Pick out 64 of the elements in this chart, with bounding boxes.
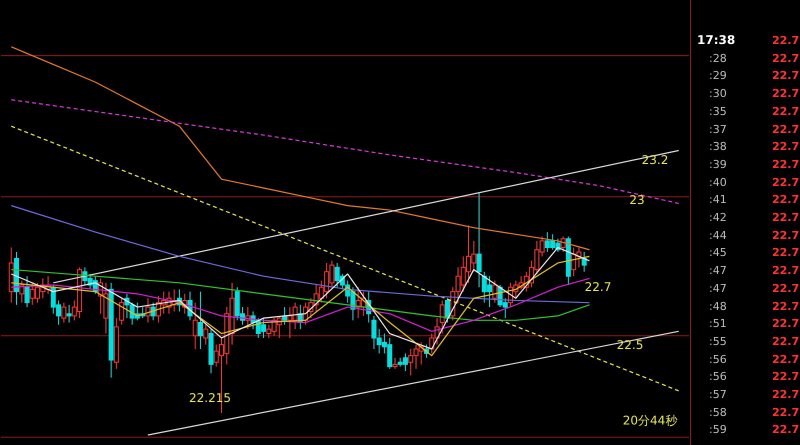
- data-label: 22.7: [771, 369, 800, 386]
- data-label: 22.7: [771, 228, 800, 244]
- category-label: :30: [708, 86, 728, 102]
- category-label: :47: [708, 280, 728, 297]
- category-label: :35: [708, 104, 728, 120]
- category-label: :42: [708, 210, 728, 226]
- category-label: 17:38: [696, 32, 736, 49]
- data-label: 22.7: [771, 387, 800, 404]
- data-label: 22.7: [771, 263, 800, 280]
- candlestick: [192, 302, 198, 350]
- data-label: 22.7: [771, 139, 800, 156]
- category-label: :28: [708, 50, 728, 67]
- candlestick: [198, 291, 203, 350]
- candlestick: [145, 298, 150, 324]
- annotation: 23: [629, 193, 645, 207]
- category-label: :57: [708, 387, 728, 404]
- category-label: :44: [708, 228, 728, 244]
- category-label: :38: [708, 139, 728, 156]
- data-label: 22.7: [771, 86, 800, 102]
- text: 23.2: [642, 153, 668, 167]
- category-label: :29: [708, 68, 728, 84]
- candlestick: [203, 324, 208, 346]
- data-label: 22.7: [771, 192, 800, 208]
- data-label: 22.7: [771, 298, 800, 315]
- candlestick: [24, 276, 30, 308]
- candlestick: [476, 192, 482, 288]
- category-label: :37: [708, 122, 728, 138]
- candlestick: [119, 298, 124, 326]
- category-label: :45: [708, 245, 728, 262]
- data-label: 22.7: [771, 352, 800, 368]
- category-label: :39: [708, 156, 728, 173]
- data-label: 22.7: [771, 404, 800, 421]
- annotation: 22.5: [616, 338, 644, 352]
- candlestick: [440, 300, 445, 334]
- candlestick: [150, 302, 156, 321]
- data-label: 22.7: [771, 33, 800, 49]
- data-label: 22.7: [771, 156, 800, 173]
- category-label: :56: [708, 369, 728, 386]
- data-label: 22.7: [771, 210, 800, 226]
- data-label: 22.7: [771, 316, 800, 332]
- data-label: 22.7: [771, 68, 800, 84]
- category-label: :59: [708, 422, 728, 438]
- candlestick: [392, 357, 398, 370]
- category-label: :55: [708, 334, 728, 350]
- annotation: 22.7: [584, 280, 612, 294]
- category-label: :48: [708, 298, 728, 315]
- category-label: :41: [708, 192, 728, 208]
- text: 20分44秒: [622, 412, 678, 430]
- data-label: 22.7: [771, 122, 800, 138]
- category-label: :47: [708, 263, 728, 280]
- data-label: 22.7: [771, 334, 800, 350]
- data-label: 22.7: [771, 245, 800, 262]
- category-label: :58: [708, 404, 728, 421]
- category-label: :40: [708, 174, 728, 191]
- data-label: 22.7: [771, 50, 800, 67]
- data-label: 22.7: [771, 104, 800, 120]
- data-label: 22.7: [771, 174, 800, 191]
- category-label: :51: [708, 316, 728, 332]
- category-label: :56: [708, 352, 728, 368]
- candlestick: [19, 280, 24, 304]
- data-label: 22.7: [771, 422, 800, 438]
- candlestick: [66, 304, 72, 324]
- candlestick: [61, 302, 66, 324]
- data-label: 22.7: [771, 280, 800, 297]
